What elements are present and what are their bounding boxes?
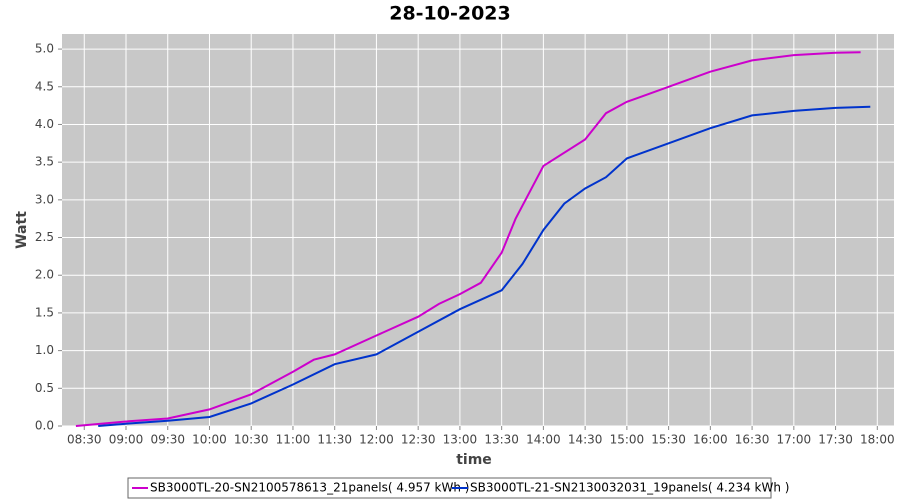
x-tick-label: 17:00	[777, 433, 812, 447]
y-tick-label: 1.5	[35, 305, 54, 319]
x-tick-label: 13:30	[484, 433, 519, 447]
chart-title: 28-10-2023	[389, 3, 511, 25]
y-tick-label: 0.0	[35, 419, 54, 433]
y-tick-label: 3.5	[35, 155, 54, 169]
x-tick-label: 14:00	[526, 433, 561, 447]
plot-area	[62, 34, 894, 426]
x-tick-label: 11:30	[317, 433, 352, 447]
y-tick-label: 4.5	[35, 79, 54, 93]
x-tick-label: 18:00	[860, 433, 895, 447]
legend-label: SB3000TL-21-SN2130032031_19panels( 4.234…	[470, 481, 789, 495]
y-tick-label: 1.0	[35, 343, 54, 357]
x-tick-label: 14:30	[568, 433, 603, 447]
legend	[127, 477, 772, 499]
y-tick-label: 3.0	[35, 192, 54, 206]
x-tick-label: 17:30	[818, 433, 853, 447]
x-tick-label: 15:30	[651, 433, 686, 447]
x-tick-label: 13:00	[443, 433, 478, 447]
x-tick-label: 09:30	[150, 433, 185, 447]
x-axis-label: time	[456, 452, 492, 468]
x-tick-label: 09:00	[109, 433, 144, 447]
y-tick-label: 2.0	[35, 268, 54, 282]
x-tick-label: 10:30	[234, 433, 269, 447]
y-tick-label: 0.5	[35, 381, 54, 395]
x-tick-label: 16:30	[735, 433, 770, 447]
y-tick-label: 2.5	[35, 230, 54, 244]
legend-label: SB3000TL-20-SN2100578613_21panels( 4.957…	[150, 481, 469, 495]
x-tick-label: 15:00	[610, 433, 645, 447]
x-tick-label: 12:00	[359, 433, 394, 447]
x-tick-label: 16:00	[693, 433, 728, 447]
x-tick-label: 10:00	[192, 433, 227, 447]
y-axis-label: Watt	[14, 211, 30, 249]
y-tick-label: 5.0	[35, 42, 54, 56]
y-tick-label: 4.0	[35, 117, 54, 131]
x-tick-label: 11:00	[276, 433, 311, 447]
series-line	[75, 51, 861, 427]
x-tick-label: 12:30	[401, 433, 436, 447]
x-tick-label: 08:30	[67, 433, 102, 447]
series-line	[98, 105, 871, 427]
